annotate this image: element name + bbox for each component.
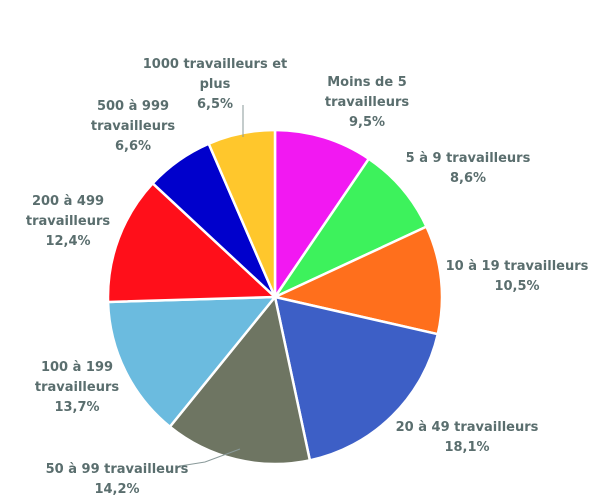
slice-name-line: 50 à 99 travailleurs [46, 462, 189, 477]
slice-name-line: 10 à 19 travailleurs [446, 259, 589, 274]
slice-value-label: 12,4% [45, 234, 90, 249]
slice-label-6: 100 à 199 travailleurs 13,7% [35, 360, 119, 415]
slice-label-7: 200 à 499 travailleurs 12,4% [26, 194, 110, 249]
slice-name-line: 20 à 49 travailleurs [396, 420, 539, 435]
pie-slice-3 [271, 225, 444, 336]
slice-value-label: 18,1% [444, 440, 489, 455]
slice-label-2: 5 à 9 travailleurs 8,6% [406, 151, 531, 186]
slice-label-8: 500 à 999 travailleurs 6,6% [91, 99, 175, 154]
slice-name-line: 1000 travailleurs et [143, 57, 288, 72]
slice-name-line: travailleurs [325, 95, 409, 110]
slice-value-label: 6,6% [115, 139, 151, 154]
pie-slice-9 [207, 128, 277, 298]
slice-value-label: 6,5% [197, 97, 233, 112]
slice-name-line: Moins de 5 [327, 75, 407, 90]
pie-slice-4 [273, 295, 440, 462]
pie-slices [106, 128, 444, 466]
slice-value-label: 9,5% [349, 115, 385, 130]
leader-lines [179, 105, 244, 467]
pie-slice-2 [271, 157, 429, 301]
slice-name-line: 200 à 499 [32, 194, 104, 209]
pie-slice-7 [106, 181, 279, 304]
pie-slice-1 [273, 128, 371, 302]
slice-name-line: 500 à 999 [97, 99, 169, 114]
slice-name-line: travailleurs [91, 119, 175, 134]
slice-label-1: Moins de 5 travailleurs 9,5% [325, 75, 409, 130]
slice-label-5: 50 à 99 travailleurs 14,2% [46, 462, 189, 497]
slice-value-label: 8,6% [450, 171, 486, 186]
pie-slice-5 [168, 294, 312, 466]
slice-label-4: 20 à 49 travailleurs 18,1% [396, 420, 539, 455]
slice-name-line: travailleurs [26, 214, 110, 229]
leader-line-50-99 [179, 448, 241, 467]
slice-name-line: travailleurs [35, 380, 119, 395]
slice-name-line: 5 à 9 travailleurs [406, 151, 531, 166]
slice-name-line: plus [200, 77, 231, 92]
slice-label-9: 1000 travailleurs et plus 6,5% [143, 57, 288, 112]
pie-slice-6 [106, 295, 278, 429]
slice-labels: Moins de 5 travailleurs 9,5% 5 à 9 travaill… [26, 57, 589, 497]
slice-value-label: 14,2% [94, 482, 139, 497]
slice-value-label: 13,7% [54, 400, 99, 415]
slice-name-line: 100 à 199 [41, 360, 113, 375]
slice-value-label: 10,5% [494, 279, 539, 294]
slice-label-3: 10 à 19 travailleurs 10,5% [446, 259, 589, 294]
